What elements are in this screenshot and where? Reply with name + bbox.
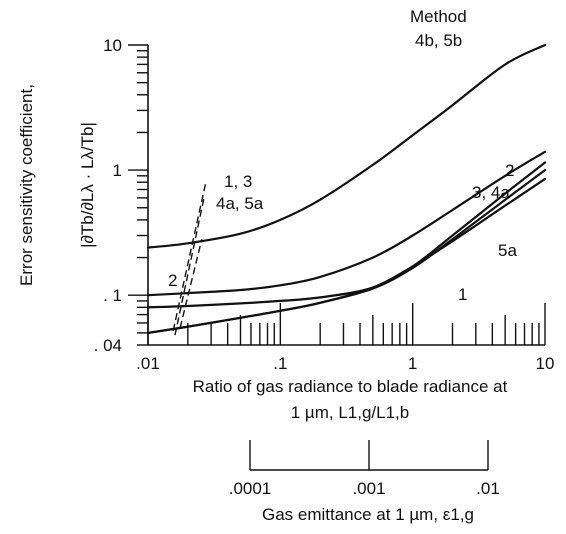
leader-line — [179, 239, 203, 328]
x-axis-label: Ratio of gas radiance to blade radiance … — [193, 377, 508, 396]
annotation-label: 4a, 5a — [216, 194, 264, 213]
y-tick-label: . 1 — [103, 286, 122, 305]
secondary-tick-label: .001 — [352, 479, 385, 498]
y-tick-label: 1 — [113, 161, 122, 180]
y-axis-formula: |∂Tb/∂Lλ · Lλ/Tb| — [78, 122, 97, 248]
series-line — [146, 161, 547, 309]
chart-labels: 10 1 . 1 . 04 .01 .1 1 10 Method 4b, 5b 2 3, 4a 5a 1 1… — [17, 7, 554, 422]
annotation-label: 2 — [168, 271, 177, 290]
series-line — [146, 150, 547, 297]
x-tick-label: 10 — [536, 354, 555, 373]
secondary-axis-label: Gas emittance at 1 µm, ε1,g — [262, 505, 474, 524]
legend-title: Method — [410, 7, 467, 26]
y-tick-label: 10 — [103, 36, 122, 55]
series-label: 3, 4a — [472, 183, 510, 202]
y-axis-ticks — [128, 44, 149, 346]
series-label: 1 — [458, 285, 467, 304]
x-tick-label: 1 — [408, 354, 417, 373]
secondary-tick-label: .0001 — [229, 479, 272, 498]
x-tick-label: .1 — [273, 354, 287, 373]
y-tick-label: . 04 — [94, 336, 122, 355]
series-label: 4b, 5b — [415, 31, 462, 50]
leader-lines — [172, 180, 207, 336]
series-label: 5a — [498, 241, 517, 260]
annotation-label: 1, 3 — [224, 172, 252, 191]
y-axis-label: Error sensitivity coefficient, — [17, 84, 36, 286]
series-line — [146, 177, 547, 334]
x-tick-label: .01 — [136, 354, 160, 373]
series-line — [146, 43, 547, 249]
x-axis-label: 1 µm, L1,g/L1,b — [291, 403, 409, 422]
leader-line — [174, 197, 205, 336]
x-axis-ticks — [147, 303, 546, 346]
series-label: 2 — [505, 161, 514, 180]
leader-line — [172, 180, 207, 331]
secondary-tick-label: .01 — [476, 479, 500, 498]
series-curves — [146, 43, 547, 334]
